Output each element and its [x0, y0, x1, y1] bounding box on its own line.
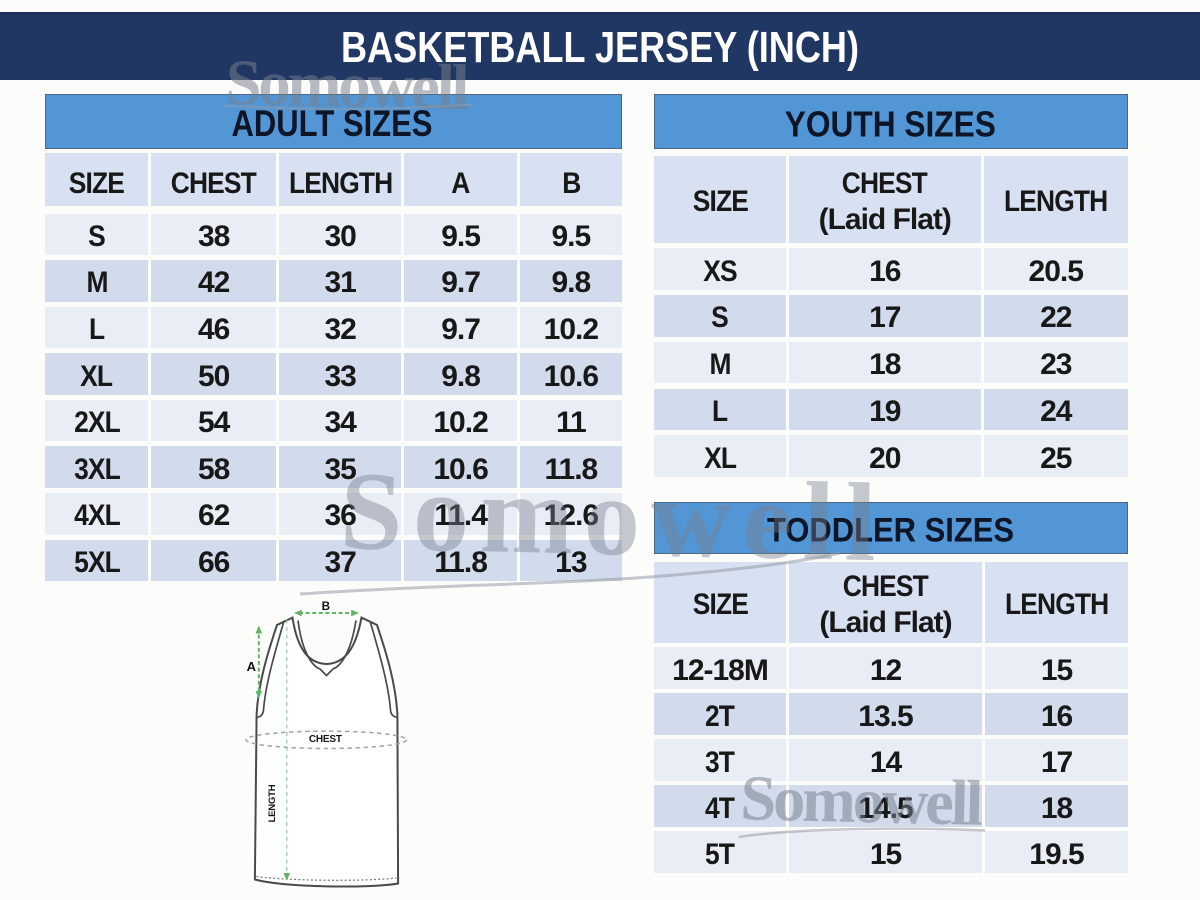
svg-text:Somowell: Somowell	[225, 47, 471, 125]
svg-text:ADULT SIZES: ADULT SIZES	[232, 103, 433, 144]
svg-text:BASKETBALL JERSEY (INCH): BASKETBALL JERSEY (INCH)	[341, 23, 859, 72]
svg-text:A: A	[247, 659, 257, 674]
svg-text:YOUTH SIZES: YOUTH SIZES	[785, 104, 996, 145]
svg-text:LENGTH: LENGTH	[267, 784, 278, 822]
svg-text:TODDLER SIZES: TODDLER SIZES	[767, 511, 1014, 549]
svg-text:CHEST: CHEST	[309, 734, 342, 745]
svg-text:B: B	[322, 600, 330, 613]
svg-text:Somowell: Somowell	[740, 762, 985, 838]
